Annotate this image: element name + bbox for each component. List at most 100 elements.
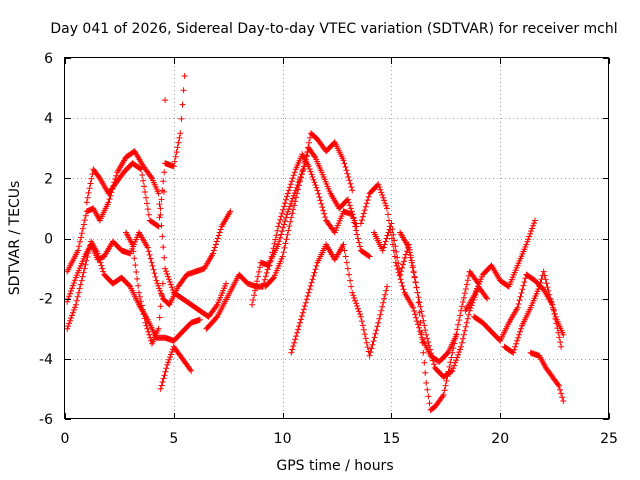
data-point-plus	[455, 321, 462, 328]
data-point-plus	[412, 279, 419, 286]
data-point-plus	[299, 167, 306, 174]
data-point-plus	[213, 238, 220, 245]
data-point-plus	[465, 311, 472, 318]
data-point-plus	[161, 169, 168, 176]
data-point-plus	[424, 335, 431, 342]
y-tick-label: 6	[44, 51, 53, 67]
data-point-plus	[462, 286, 469, 292]
data-point-plus	[145, 328, 152, 335]
data-point-plus	[395, 260, 402, 267]
data-point-plus	[302, 299, 309, 306]
series-sat-o	[471, 271, 565, 350]
data-point-plus	[350, 214, 357, 221]
data-point-plus	[81, 217, 88, 224]
data-point-plus	[349, 211, 356, 218]
data-point-plus	[249, 301, 256, 308]
data-point-plus	[544, 284, 551, 291]
data-point-plus	[412, 311, 419, 318]
data-point-plus	[284, 208, 291, 215]
data-point-plus	[196, 316, 203, 323]
data-point-plus	[188, 367, 195, 374]
data-point-plus	[523, 241, 530, 248]
data-point-plus	[398, 268, 405, 275]
data-point-plus	[156, 201, 163, 208]
data-point-plus	[484, 295, 491, 302]
data-point-plus	[460, 299, 466, 305]
data-point-plus	[314, 187, 321, 194]
data-point-plus	[159, 233, 166, 240]
data-point-plus	[298, 174, 304, 181]
data-point-plus	[310, 272, 317, 279]
data-point-plus	[98, 262, 105, 269]
data-point-plus	[542, 276, 549, 283]
y-tick-label: -4	[39, 352, 53, 368]
data-point-plus	[187, 366, 194, 373]
data-point-plus	[373, 327, 380, 334]
data-point-plus	[267, 258, 274, 265]
data-point-plus	[346, 271, 352, 278]
data-point-plus	[153, 277, 160, 284]
data-point-plus	[348, 208, 355, 215]
data-point-plus	[311, 269, 318, 276]
y-axis-label: SDTVAR / TECUs	[7, 181, 23, 296]
data-point-plus	[136, 293, 143, 300]
data-point-plus	[406, 249, 413, 256]
data-point-plus	[158, 382, 165, 389]
data-point-plus	[381, 241, 388, 248]
data-point-plus	[310, 176, 317, 183]
chart-title: Day 041 of 2026, Sidereal Day-to-day VTE…	[50, 21, 617, 37]
data-point-plus	[374, 323, 381, 330]
data-point-plus	[289, 346, 296, 353]
data-point-plus	[161, 254, 168, 261]
data-point-plus	[284, 211, 290, 218]
data-point-plus	[382, 291, 389, 298]
data-point-plus	[307, 168, 314, 175]
data-point-plus	[172, 153, 179, 160]
data-point-plus	[288, 214, 295, 221]
data-point-plus	[278, 213, 285, 220]
data-point-plus	[452, 335, 459, 342]
data-point-plus	[315, 190, 322, 197]
data-point-plus	[78, 234, 84, 241]
data-point-plus	[163, 268, 170, 275]
data-point-plus	[547, 295, 554, 302]
data-point-plus	[288, 349, 295, 356]
data-point-plus	[405, 244, 412, 251]
data-point-plus	[312, 182, 319, 188]
data-point-plus	[450, 345, 457, 352]
data-point-plus	[279, 210, 286, 217]
data-point-plus	[537, 279, 544, 286]
data-point-plus	[69, 312, 75, 319]
data-point-plus	[524, 238, 531, 245]
data-point-plus	[275, 223, 282, 230]
data-point-plus	[370, 338, 377, 345]
data-point-plus	[366, 352, 373, 359]
data-point-plus	[376, 184, 383, 190]
data-point-plus	[365, 193, 372, 200]
data-point-plus	[287, 181, 294, 188]
data-point-plus	[383, 287, 390, 294]
data-point-plus	[255, 268, 262, 275]
data-point-plus	[357, 311, 363, 317]
data-point-plus	[347, 277, 354, 284]
data-point-plus	[381, 295, 388, 302]
data-point-plus	[164, 361, 171, 368]
data-point-plus	[313, 262, 320, 269]
data-point-plus	[64, 325, 71, 332]
data-point-plus	[74, 293, 81, 300]
data-point-plus	[343, 259, 350, 266]
data-point-plus	[147, 255, 154, 262]
data-point-plus	[460, 294, 467, 301]
data-point-plus	[137, 165, 144, 172]
data-point-plus	[527, 230, 534, 237]
data-point-plus	[156, 214, 163, 221]
series-sat-j	[288, 241, 391, 359]
data-point-plus	[520, 282, 527, 289]
data-point-plus	[253, 283, 259, 289]
data-point-plus	[143, 322, 150, 329]
data-point-plus	[359, 213, 366, 220]
data-point-plus	[280, 224, 287, 231]
data-point-plus	[297, 178, 303, 185]
data-point-plus	[65, 323, 72, 330]
data-point-plus	[283, 196, 289, 203]
